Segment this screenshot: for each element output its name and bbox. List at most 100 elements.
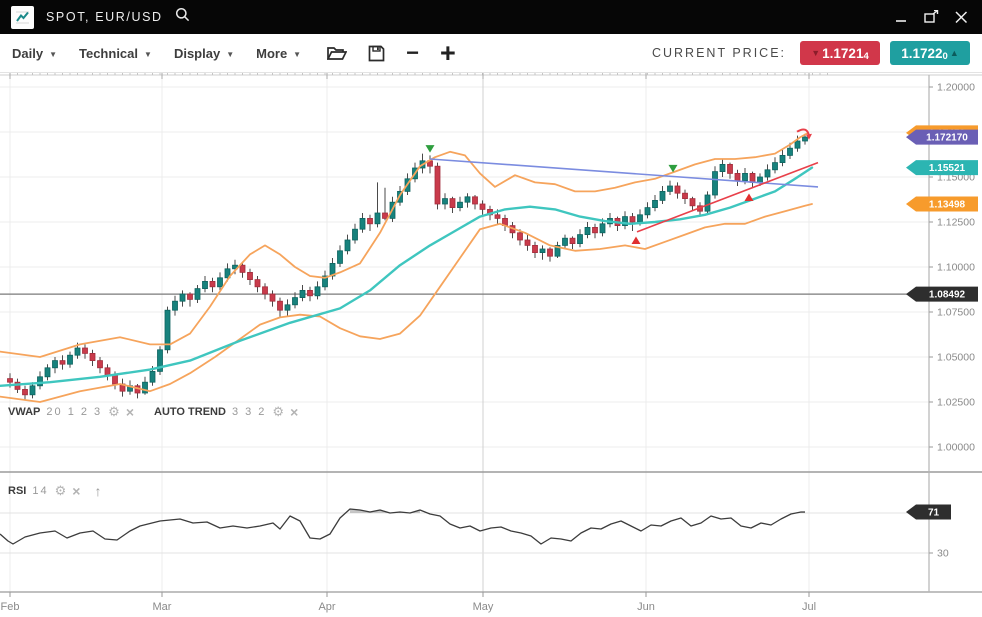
- popout-button[interactable]: [924, 10, 939, 24]
- bid-price-badge[interactable]: ▼ 1.1721 4: [800, 41, 880, 65]
- rsi-legend: RSI 14 ⚙ × ↑: [8, 483, 115, 499]
- candle-body: [74, 347, 81, 356]
- price-badge-purple-text: 1.172170: [926, 133, 968, 144]
- y-axis-label: 1.05000: [937, 352, 975, 364]
- up-tick-icon: ▲: [949, 48, 959, 58]
- candle-body: [149, 370, 156, 383]
- candle-body: [82, 347, 88, 354]
- last-price-arrow-icon: [796, 128, 810, 136]
- close-button[interactable]: [955, 10, 968, 24]
- candle-body: [164, 309, 171, 351]
- candle-body: [764, 169, 771, 178]
- window-controls: [896, 10, 982, 24]
- x-axis-label: Feb: [1, 601, 20, 613]
- candle-body: [449, 198, 456, 209]
- candle-body: [194, 288, 201, 300]
- bid-price-pip: 4: [863, 51, 869, 62]
- collapse-panel-icon[interactable]: ↑: [94, 483, 102, 499]
- candle-body: [652, 199, 658, 208]
- candle-body: [374, 212, 381, 225]
- candle-body: [52, 360, 58, 369]
- rsi-axis-label: 30: [937, 548, 949, 560]
- menu-technical[interactable]: Technical ▼: [79, 46, 152, 61]
- candle-body: [37, 376, 43, 387]
- candle-body: [539, 248, 546, 253]
- zoom-in-icon[interactable]: +: [439, 38, 456, 68]
- save-icon[interactable]: [368, 45, 385, 62]
- gear-icon[interactable]: ⚙: [54, 483, 67, 498]
- candle-body: [367, 217, 373, 225]
- search-icon[interactable]: [175, 7, 190, 27]
- buy-signal-icon: [744, 193, 754, 201]
- candle-body: [562, 237, 568, 246]
- x-axis-label: Apr: [318, 601, 335, 613]
- candle-body: [524, 239, 531, 246]
- candle-body: [719, 163, 726, 172]
- auto-trend-resistance-line: [429, 158, 819, 188]
- candle-body: [307, 289, 313, 297]
- candle-body: [659, 190, 666, 201]
- window-title: SPOT, EUR/USD: [46, 10, 163, 24]
- candle-body: [479, 203, 486, 210]
- sell-signal-icon: [425, 145, 435, 153]
- candle-body: [322, 275, 328, 288]
- candle-body: [224, 268, 231, 279]
- menu-daily[interactable]: Daily ▼: [12, 46, 57, 61]
- candle-body: [262, 286, 268, 295]
- candle-body: [434, 165, 441, 205]
- price-badge-orange-text: 1.13498: [929, 200, 966, 211]
- rsi-value-badge: [906, 504, 951, 520]
- menu-display[interactable]: Display ▼: [174, 46, 234, 61]
- candle-body: [22, 388, 28, 396]
- chevron-down-icon: ▼: [226, 49, 235, 59]
- candle-body: [112, 374, 118, 385]
- zoom-out-icon[interactable]: −: [406, 40, 419, 65]
- price-chart[interactable]: 1.200001.175001.150001.125001.100001.075…: [0, 72, 982, 617]
- vwap-legend: VWAP 20 1 2 3 ⚙ ×: [8, 404, 135, 420]
- candle-body: [734, 172, 741, 181]
- candle-body: [794, 140, 801, 149]
- price-badge-orange: [906, 196, 978, 212]
- minimize-button[interactable]: [896, 11, 908, 23]
- price-badge-teal-text: 1.15521: [929, 163, 966, 174]
- candle-body: [247, 271, 253, 280]
- current-price-panel: CURRENT PRICE: ▼ 1.1721 4 1.1722 0 ▲: [652, 41, 982, 65]
- indicator-legend: VWAP 20 1 2 3 ⚙ × AUTO TREND 3 3 2 ⚙ ×: [8, 404, 312, 420]
- candle-body: [382, 212, 388, 219]
- candle-body: [187, 293, 193, 300]
- candle-body: [7, 378, 13, 383]
- last-price-arrowhead: [806, 133, 812, 140]
- menu-more[interactable]: More ▼: [256, 46, 301, 61]
- candle-body: [284, 304, 291, 311]
- candle-body: [622, 216, 628, 227]
- candle-body: [629, 216, 636, 223]
- toolbar-icons: − +: [327, 38, 456, 68]
- rsi-legend-name: RSI: [8, 485, 27, 497]
- close-icon[interactable]: ×: [72, 483, 81, 499]
- menu-more-label: More: [256, 45, 288, 61]
- candle-body: [584, 226, 591, 235]
- open-folder-icon[interactable]: [327, 45, 348, 61]
- price-badge-purple: [906, 129, 978, 145]
- x-axis-label: Jul: [802, 601, 816, 613]
- price-badge-dark-text: 1.08492: [929, 290, 966, 301]
- rsi-value-badge-text: 71: [928, 508, 940, 519]
- ask-price-badge[interactable]: 1.1722 0 ▲: [890, 41, 970, 65]
- sell-signal-icon: [668, 164, 678, 173]
- bid-price-value: 1.1721: [822, 45, 864, 61]
- y-axis-label: 1.02500: [937, 397, 975, 409]
- candle-body: [142, 381, 148, 394]
- menu-technical-label: Technical: [79, 45, 139, 61]
- candle-body: [269, 293, 276, 302]
- gear-icon[interactable]: ⚙: [272, 404, 285, 419]
- app-logo-icon: [11, 5, 34, 29]
- vwap-legend-name: VWAP: [8, 406, 41, 418]
- candle-body: [239, 264, 246, 273]
- candle-body: [682, 192, 688, 199]
- ask-price-value: 1.1722: [901, 45, 943, 61]
- ask-price-pip: 0: [942, 51, 948, 62]
- close-icon[interactable]: ×: [125, 404, 135, 420]
- candle-body: [689, 198, 696, 207]
- gear-icon[interactable]: ⚙: [108, 404, 120, 419]
- close-icon[interactable]: ×: [290, 404, 299, 420]
